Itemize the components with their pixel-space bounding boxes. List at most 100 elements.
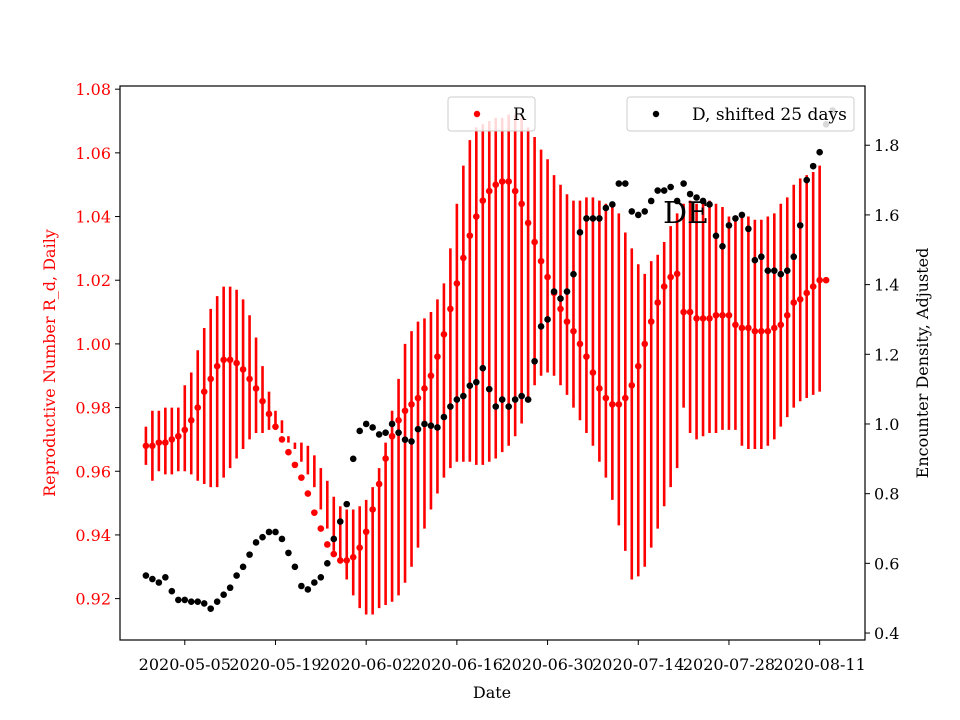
d-point-20: [272, 528, 279, 536]
r-point-56: [505, 178, 512, 185]
y-left-tick-label-3: 0.98: [75, 399, 111, 418]
d-point-23: [291, 563, 299, 571]
r-point-31: [343, 557, 351, 564]
x-tick-label-3: 2020-06-16: [411, 655, 503, 674]
r-point-97: [771, 324, 778, 332]
d-point-95: [758, 253, 765, 261]
d-point-104: [816, 148, 823, 156]
d-point-81: [667, 183, 674, 191]
r-point-93: [745, 324, 752, 332]
y-right-tick-label-5: 1.4: [874, 276, 899, 295]
r-point-28: [324, 541, 331, 548]
y-right-tick-label-7: 1.8: [874, 136, 899, 155]
r-point-82: [673, 270, 681, 278]
d-point-15: [239, 563, 247, 571]
r-point-38: [388, 432, 396, 440]
d-point-18: [259, 533, 266, 541]
d-point-11: [213, 598, 221, 605]
r-point-13: [226, 356, 234, 364]
r-point-55: [498, 178, 506, 185]
d-point-50: [466, 382, 474, 389]
r-point-101: [796, 296, 804, 303]
d-point-78: [647, 197, 655, 205]
r-point-91: [732, 321, 739, 329]
r-point-41: [408, 401, 415, 408]
d-point-93: [745, 225, 752, 233]
y-right-tick-label-1: 0.6: [874, 554, 899, 573]
d-point-16: [246, 551, 253, 558]
r-point-42: [414, 394, 422, 402]
y-axis-right: 0.4 0.6 0.8 1.0 1.2 1.4 1.6 1.8: [865, 136, 899, 643]
r-point-14: [233, 359, 240, 367]
d-point-97: [771, 267, 778, 274]
chart-annotation: DE: [663, 196, 709, 231]
d-points: [142, 107, 836, 612]
y-axis-right-label: Encounter Density, Adjusted: [913, 248, 932, 479]
d-point-29: [330, 535, 338, 543]
d-point-42: [414, 425, 422, 433]
d-point-66: [570, 270, 577, 278]
y-right-tick-label-6: 1.6: [874, 206, 899, 225]
r-point-73: [615, 401, 623, 408]
r-point-104: [816, 276, 823, 284]
d-point-12: [220, 591, 227, 599]
y-left-tick-label-8: 1.08: [75, 80, 111, 99]
d-point-6: [181, 596, 189, 604]
plot-frame: [119, 85, 866, 641]
r-point-32: [349, 553, 357, 561]
legend-d-label: D, shifted 25 days: [692, 105, 847, 125]
d-point-39: [395, 429, 402, 436]
r-point-45: [434, 353, 441, 360]
r-point-64: [557, 305, 564, 313]
r-point-11: [213, 362, 221, 370]
d-point-75: [628, 208, 636, 215]
r-point-39: [395, 417, 402, 424]
r-point-71: [602, 394, 610, 402]
d-point-9: [200, 600, 208, 607]
y-axis-left: 0.92 0.94 0.96 0.98 1.00 1.02 1.04 1.06 1.08: [75, 80, 120, 609]
r-point-102: [803, 289, 810, 297]
r-point-76: [634, 362, 642, 370]
r-point-43: [421, 385, 428, 392]
r-point-16: [246, 375, 253, 383]
r-point-77: [641, 340, 649, 348]
r-point-50: [466, 232, 474, 239]
x-tick-label-0: 2020-05-05: [139, 655, 231, 674]
r-point-68: [583, 353, 590, 360]
r-point-86: [699, 315, 707, 322]
r-point-81: [667, 273, 674, 281]
legend-d-marker: [652, 110, 660, 118]
d-point-86: [699, 197, 707, 205]
x-tick-label-1: 2020-05-19: [229, 655, 321, 674]
r-point-25: [304, 490, 312, 497]
d-point-70: [596, 215, 603, 222]
r-point-10: [207, 375, 214, 383]
r-point-75: [628, 381, 636, 389]
y-right-tick-label-4: 1.2: [874, 345, 899, 364]
d-point-41: [408, 438, 415, 445]
d-point-53: [485, 385, 493, 393]
legend-r-box: [447, 96, 536, 132]
d-point-69: [589, 215, 597, 222]
r-point-62: [544, 273, 551, 281]
r-point-51: [473, 213, 480, 220]
d-point-72: [609, 201, 616, 208]
r-point-80: [660, 283, 668, 290]
r-point-85: [693, 315, 700, 322]
d-point-63: [550, 288, 558, 295]
legend-r: R: [447, 96, 536, 132]
d-point-98: [777, 270, 785, 278]
r-point-29: [330, 550, 338, 558]
y-left-tick-label-6: 1.04: [75, 208, 111, 227]
d-point-96: [764, 267, 772, 274]
r-point-58: [518, 200, 525, 208]
d-point-82: [673, 197, 681, 205]
r-point-4: [168, 436, 176, 443]
d-point-101: [796, 222, 804, 229]
d-point-51: [473, 378, 480, 386]
legend-d-box: [626, 96, 855, 132]
d-point-90: [725, 222, 733, 229]
d-point-100: [790, 253, 798, 261]
x-axis: 2020-05-052020-05-192020-06-022020-06-16…: [139, 640, 866, 674]
